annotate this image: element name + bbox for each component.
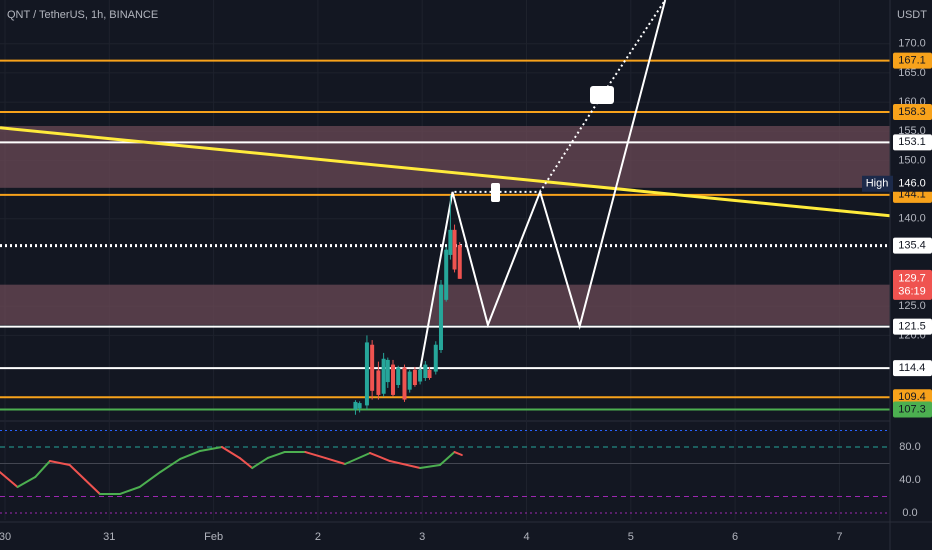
oscillator-segment: [238, 456, 254, 470]
high-label: High: [866, 178, 889, 190]
price-level-tag: [893, 389, 932, 406]
price-level-tag: [893, 360, 932, 377]
price-level-tag: [893, 318, 932, 335]
high-tag: [862, 175, 893, 192]
zone: [0, 126, 890, 188]
oscillator-segment: [453, 451, 463, 456]
candle-body: [452, 229, 457, 270]
price-level-label: 107.3: [898, 403, 926, 415]
oscillator-segment: [68, 463, 87, 481]
candle-body: [448, 229, 453, 255]
price-level-tag: [893, 104, 932, 120]
projection-dotted: [454, 0, 667, 193]
oscillator-segment: [304, 451, 327, 459]
y-tick-label: 155.0: [898, 125, 926, 137]
candle-body: [385, 359, 390, 383]
price-level-label: 153.1: [898, 136, 926, 148]
x-tick-label: 5: [628, 531, 634, 543]
oscillator-segment: [266, 451, 286, 459]
axes: 30 31 Feb 2 3 4 5 6 7170.0165.0160.0155.0150.014…: [0, 38, 932, 543]
y-tick-label: 165.0: [898, 67, 926, 79]
high-value-label: 146.0: [898, 178, 926, 190]
candle-body: [412, 369, 417, 385]
candle-body: [391, 364, 396, 395]
price-level-label: 109.4: [898, 391, 926, 403]
oscillator-segment: [369, 452, 391, 463]
oscillator-segment: [34, 460, 51, 479]
candle-body: [427, 369, 432, 378]
oscillator-segment: [16, 476, 37, 489]
candle-body: [444, 249, 449, 300]
x-tick-label: 3: [419, 531, 425, 543]
oscillator-segment: [199, 445, 223, 452]
y-tick-label: 125.0: [898, 300, 926, 312]
y-tick-label: 170.0: [898, 38, 926, 50]
oscillator-segment: [388, 460, 422, 470]
oscillator-segment: [324, 456, 347, 465]
candle-body: [407, 371, 412, 390]
note-box: [590, 86, 614, 104]
candle-body: [418, 369, 423, 382]
projection-path: [419, 0, 667, 370]
trend-line: [0, 126, 891, 218]
candle-body: [376, 370, 381, 395]
oscillator-segment: [118, 486, 141, 496]
candle-body: [438, 284, 443, 350]
oscillator-segment: [138, 470, 162, 489]
oscillator-segment: [344, 452, 372, 465]
oscillator-segment: [438, 451, 456, 466]
y-tick-label: 40.0: [899, 474, 920, 486]
oscillator-segment: [159, 457, 182, 473]
x-tick-label: 30: [0, 531, 11, 543]
x-tick-label: 6: [732, 531, 738, 543]
candle-body: [433, 344, 438, 372]
chart-title: QNT / TetherUS, 1h, BINANCE: [7, 9, 158, 21]
oscillator-segment: [48, 460, 71, 466]
candle-body: [364, 342, 369, 406]
x-tick-label: 7: [836, 531, 842, 543]
x-tick-label: 2: [315, 531, 321, 543]
candle-body: [353, 401, 358, 410]
candle-body: [423, 364, 428, 378]
candle-body: [402, 367, 407, 400]
last-price-tag: [893, 269, 932, 300]
price-level-tag: [893, 52, 932, 69]
price-level-tag: [893, 134, 932, 151]
candle-body: [357, 403, 362, 409]
y-tick-label: 140.0: [898, 213, 926, 225]
y-tick-label: 80.0: [899, 441, 920, 453]
high-value-tag: [893, 175, 932, 192]
oscillator-segment: [179, 449, 202, 460]
y-tick-label: 150.0: [898, 154, 926, 166]
oscillator-segment: [220, 445, 241, 459]
candle-body: [457, 245, 462, 279]
x-tick-label: 31: [103, 531, 115, 543]
candle-body: [381, 358, 386, 394]
price-level-tag: [893, 401, 932, 418]
price-level-label: 135.4: [898, 239, 926, 251]
price-level-tag: [893, 237, 932, 254]
y-axis-label: USDT: [897, 9, 927, 21]
x-tick-label: Feb: [204, 531, 223, 543]
price-level-label: 121.5: [898, 321, 926, 333]
countdown-label: 36:19: [898, 286, 926, 298]
oscillator-segment: [419, 463, 441, 470]
price-level-label: 158.3: [898, 106, 926, 118]
note-box: [491, 183, 500, 202]
plot: [0, 0, 891, 514]
last-price-label: 129.7: [898, 273, 926, 285]
price-level-label: 114.4: [899, 362, 926, 374]
candle-body: [370, 344, 375, 391]
oscillator-segment: [251, 456, 269, 470]
candle-body: [396, 367, 401, 385]
price-level-label: 167.1: [898, 55, 926, 67]
y-tick-label: 0.0: [902, 507, 917, 519]
oscillator-segment: [0, 471, 19, 489]
x-tick-label: 4: [523, 531, 529, 543]
oscillator-segment: [84, 478, 101, 496]
